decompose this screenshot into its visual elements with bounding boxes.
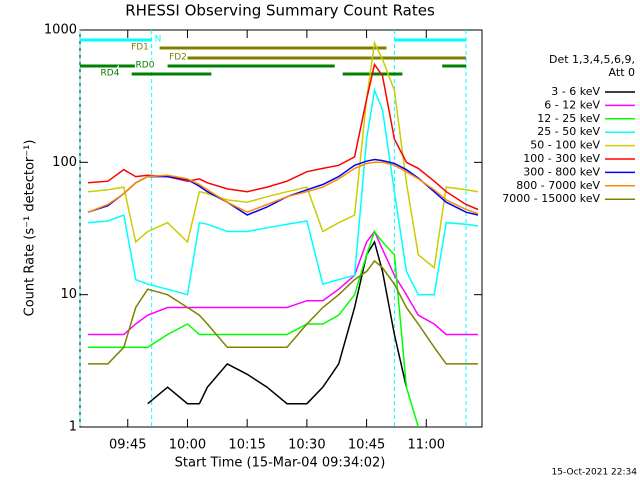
flag-label: FD2 xyxy=(169,53,187,63)
flag-label: N xyxy=(155,35,162,45)
y-axis-label: Count Rate (s⁻¹ detector⁻¹) xyxy=(23,140,38,317)
y-tick-label: 10 xyxy=(60,287,77,302)
legend-label: 800 - 7000 keV xyxy=(516,179,600,192)
series-line xyxy=(87,161,479,215)
legend-label: 7000 - 15000 keV xyxy=(502,192,600,205)
x-tick-label: 10:00 xyxy=(169,438,206,453)
legend-label: 6 - 12 keV xyxy=(544,98,600,111)
x-tick-label: 11:00 xyxy=(408,438,445,453)
legend-label: 300 - 800 keV xyxy=(523,165,600,178)
x-tick-label: 10:15 xyxy=(228,438,265,453)
series-line xyxy=(88,229,420,428)
series-line xyxy=(87,87,479,296)
flag-label: FD1 xyxy=(131,43,149,53)
chart-title: RHESSI Observing Summary Count Rates xyxy=(125,2,435,20)
flag-label: RD4 xyxy=(101,69,120,79)
legend-title: Det 1,3,4,5,6,9, xyxy=(549,53,635,66)
y-tick-label: 100 xyxy=(52,155,77,170)
legend-title: Att 0 xyxy=(609,66,635,79)
y-tick-label: 1000 xyxy=(44,23,77,38)
series-line xyxy=(88,259,478,365)
legend-label: 12 - 25 keV xyxy=(537,112,600,125)
timestamp: 15-Oct-2021 22:34 xyxy=(552,468,638,478)
flag-label: RD0 xyxy=(136,61,155,71)
x-tick-label: 09:45 xyxy=(109,438,146,453)
legend-label: 25 - 50 keV xyxy=(537,125,600,138)
series-line xyxy=(87,40,479,270)
x-tick-label: 10:30 xyxy=(288,438,325,453)
series-line xyxy=(88,230,478,336)
series-line xyxy=(147,240,408,405)
legend-label: 100 - 300 keV xyxy=(523,152,600,165)
legend-label: 3 - 6 keV xyxy=(551,85,600,98)
x-axis-label: Start Time (15-Mar-04 09:34:02) xyxy=(175,456,386,471)
legend-label: 50 - 100 keV xyxy=(530,139,600,152)
y-tick-label: 1 xyxy=(69,420,77,435)
x-tick-label: 10:45 xyxy=(348,438,385,453)
